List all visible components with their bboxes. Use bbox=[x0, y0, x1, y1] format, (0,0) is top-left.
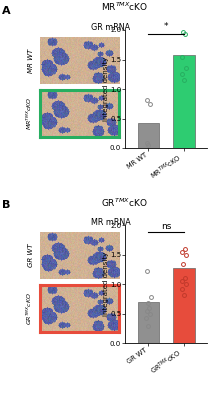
Text: ns: ns bbox=[161, 222, 171, 230]
Text: MR$^{TMX}$cKO: MR$^{TMX}$cKO bbox=[25, 96, 34, 130]
Text: B: B bbox=[2, 200, 10, 210]
Text: GR$^{TMX}$cKO: GR$^{TMX}$cKO bbox=[101, 197, 148, 209]
Bar bbox=[173, 55, 195, 148]
Text: MR mRNA: MR mRNA bbox=[91, 218, 131, 227]
Y-axis label: integrated density: integrated density bbox=[103, 57, 109, 121]
Bar bbox=[173, 268, 195, 343]
Bar bbox=[138, 302, 159, 343]
Text: A: A bbox=[2, 6, 11, 16]
Text: MR WT: MR WT bbox=[28, 48, 34, 72]
Text: GR$^{TMX}$cKO: GR$^{TMX}$cKO bbox=[25, 292, 34, 325]
Y-axis label: integrated density: integrated density bbox=[103, 252, 109, 316]
Text: GR mRNA: GR mRNA bbox=[91, 23, 130, 32]
Bar bbox=[138, 123, 159, 148]
Text: GR WT: GR WT bbox=[28, 243, 34, 267]
Text: *: * bbox=[164, 22, 168, 31]
Text: MR$^{TMX}$cKO: MR$^{TMX}$cKO bbox=[101, 1, 148, 13]
